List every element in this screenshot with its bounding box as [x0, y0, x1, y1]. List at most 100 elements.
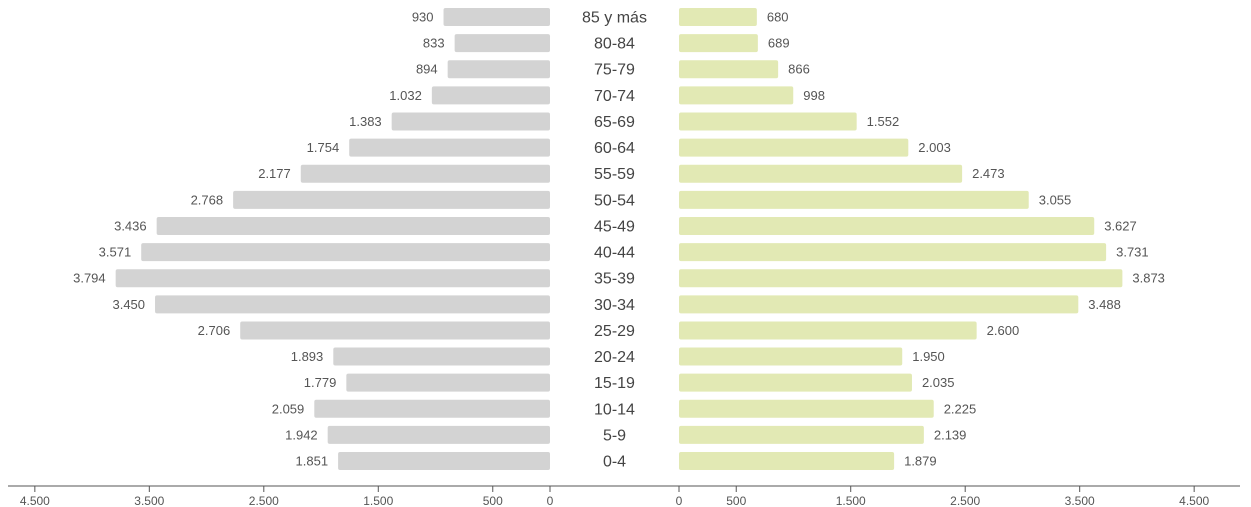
left-bar — [443, 8, 550, 26]
left-value-label: 1.851 — [296, 454, 329, 469]
left-bar — [431, 86, 550, 105]
right-bar — [679, 452, 895, 471]
x-tick-label: 2.500 — [950, 494, 980, 507]
left-value-label: 930 — [412, 10, 434, 25]
left-bar — [346, 373, 550, 392]
age-group-label: 30-34 — [594, 297, 635, 314]
right-value-label: 3.488 — [1088, 297, 1121, 312]
right-value-label: 998 — [803, 88, 825, 103]
age-group-label: 10-14 — [594, 401, 635, 418]
right-value-label: 3.627 — [1104, 218, 1137, 233]
left-value-label: 3.571 — [99, 245, 132, 260]
age-group-label: 70-74 — [594, 88, 635, 105]
right-bar — [679, 295, 1079, 314]
left-value-label: 3.794 — [73, 271, 106, 286]
x-tick-label: 500 — [726, 494, 746, 507]
left-bar — [454, 34, 550, 53]
age-group-label: 40-44 — [594, 245, 635, 262]
left-bar — [314, 399, 550, 418]
left-bar — [156, 216, 550, 235]
age-group-label: 80-84 — [594, 36, 635, 53]
right-value-label: 2.035 — [922, 375, 955, 390]
right-bars-group — [679, 8, 1123, 471]
right-bar — [679, 34, 758, 53]
right-bar — [679, 138, 909, 157]
right-value-label: 689 — [768, 36, 790, 51]
right-bar — [679, 399, 934, 418]
x-tick-label: 3.500 — [1065, 494, 1095, 507]
right-bar — [679, 216, 1095, 235]
age-group-label: 45-49 — [594, 218, 635, 235]
x-tick-label: 1.500 — [363, 494, 393, 507]
right-bar — [679, 243, 1107, 262]
age-group-label: 20-24 — [594, 349, 635, 366]
x-tick-label: 0 — [547, 494, 554, 507]
age-group-label: 65-69 — [594, 114, 635, 131]
x-tick-label: 4.500 — [20, 494, 50, 507]
left-bar — [338, 452, 550, 471]
left-bar — [391, 112, 550, 131]
right-bar — [679, 164, 963, 183]
right-value-label: 1.879 — [904, 454, 937, 469]
age-group-label: 60-64 — [594, 140, 635, 157]
left-bar — [327, 425, 550, 444]
age-group-label: 5-9 — [603, 427, 626, 444]
right-value-label: 3.731 — [1116, 245, 1149, 260]
x-tick-label: 0 — [676, 494, 683, 507]
right-value-label: 2.139 — [934, 427, 967, 442]
age-labels-group: 85 y más 80-84 75-79 70-74 65-69 60-64 55-59 50… — [582, 10, 647, 471]
right-value-label: 680 — [767, 10, 789, 25]
left-value-label: 3.436 — [114, 218, 147, 233]
left-value-label: 1.893 — [291, 349, 324, 364]
right-value-label: 866 — [788, 62, 810, 77]
right-bar — [679, 60, 779, 79]
left-bar — [240, 321, 551, 340]
left-value-label: 1.032 — [389, 88, 422, 103]
right-bar — [679, 8, 757, 26]
right-bar — [679, 112, 857, 131]
right-value-label: 2.600 — [987, 323, 1020, 338]
x-tick-label: 2.500 — [249, 494, 279, 507]
left-bar — [300, 164, 550, 183]
left-value-label: 894 — [416, 62, 438, 77]
left-value-label: 3.450 — [112, 297, 145, 312]
right-bar — [679, 347, 903, 366]
left-value-label: 2.177 — [258, 166, 291, 181]
right-value-label: 3.055 — [1039, 192, 1072, 207]
left-value-label: 1.779 — [304, 375, 337, 390]
left-value-label: 2.768 — [191, 192, 224, 207]
right-bar — [679, 269, 1123, 288]
right-value-labels-group: 680 689 866 998 1.552 2.003 2.473 3.055 3.627 3.7… — [767, 10, 1165, 469]
age-group-label: 75-79 — [594, 62, 635, 79]
x-tick-label: 4.500 — [1179, 494, 1209, 507]
right-bar — [679, 425, 924, 444]
age-group-label: 85 y más — [582, 10, 647, 27]
right-value-label: 2.003 — [918, 140, 951, 155]
left-bars-group — [115, 8, 551, 471]
right-bar — [679, 373, 912, 392]
left-value-label: 1.383 — [349, 114, 382, 129]
age-group-label: 50-54 — [594, 192, 635, 209]
left-bar — [155, 295, 550, 314]
right-value-label: 3.873 — [1132, 271, 1165, 286]
x-tick-label: 500 — [483, 494, 503, 507]
right-value-label: 1.552 — [867, 114, 900, 129]
age-group-label: 35-39 — [594, 271, 635, 288]
left-value-label: 833 — [423, 36, 445, 51]
age-group-label: 25-29 — [594, 323, 635, 340]
left-bar — [333, 347, 550, 366]
right-value-label: 1.950 — [912, 349, 945, 364]
left-value-label: 1.754 — [307, 140, 340, 155]
left-value-label: 2.706 — [198, 323, 231, 338]
age-group-label: 0-4 — [603, 454, 626, 471]
x-tick-label: 3.500 — [134, 494, 164, 507]
age-group-label: 15-19 — [594, 375, 635, 392]
right-value-label: 2.225 — [944, 401, 977, 416]
left-value-label: 1.942 — [285, 427, 318, 442]
right-value-label: 2.473 — [972, 166, 1005, 181]
age-group-label: 55-59 — [594, 166, 635, 183]
right-bar — [679, 86, 794, 105]
x-tick-label: 1.500 — [836, 494, 866, 507]
right-bar — [679, 321, 977, 340]
